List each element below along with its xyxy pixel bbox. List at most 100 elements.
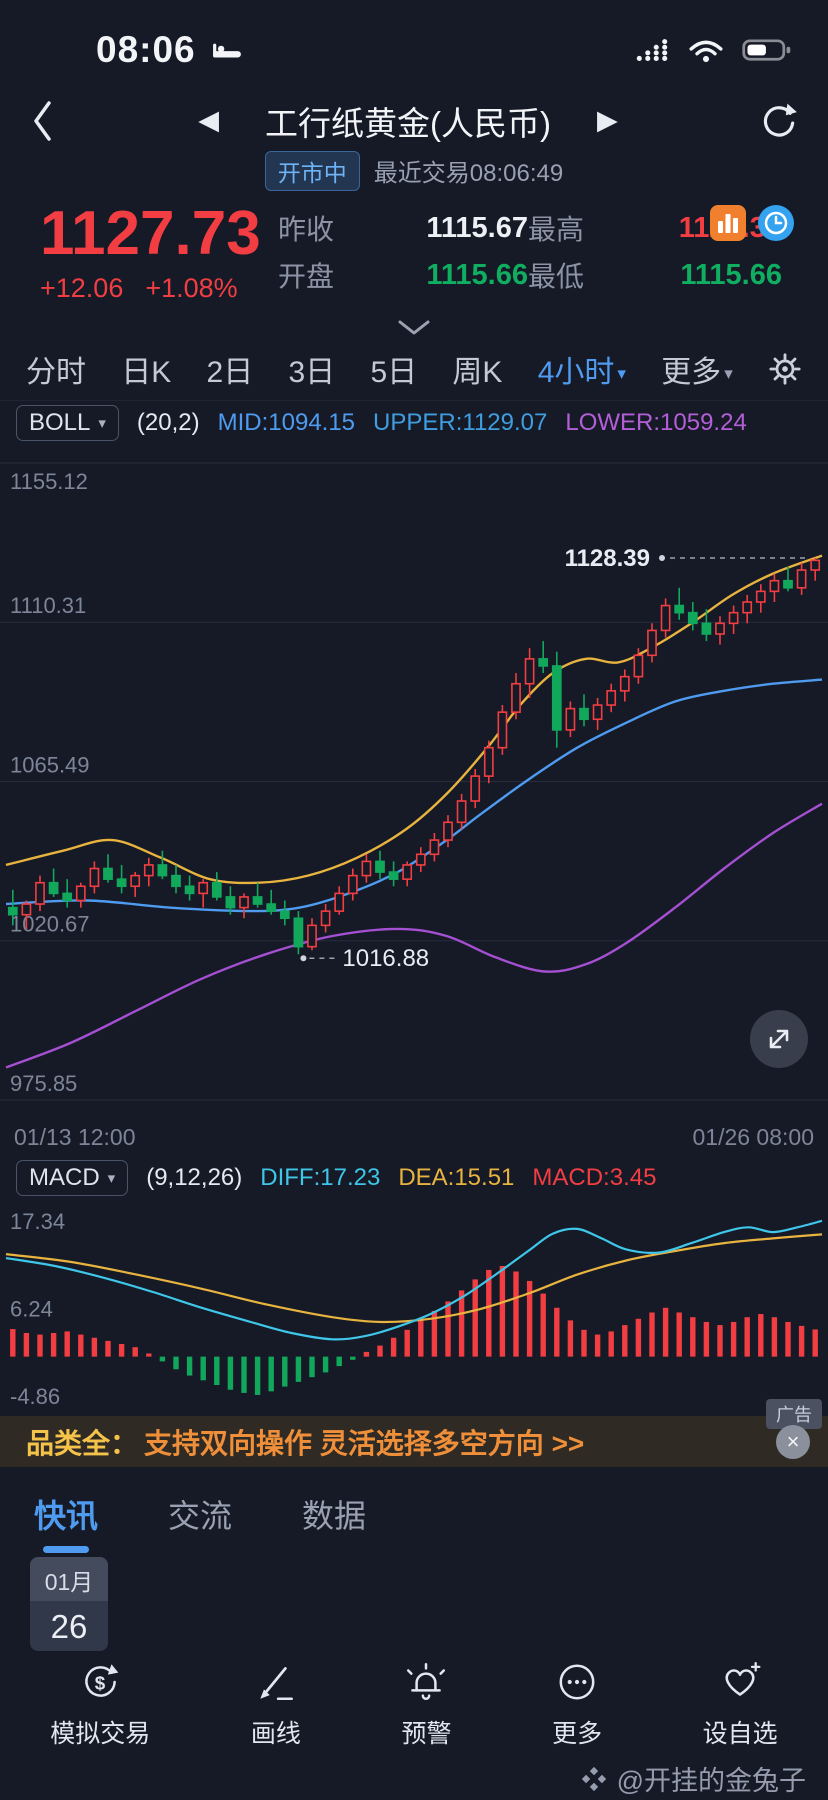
x-axis-end-label: 01/26 08:00	[692, 1123, 814, 1150]
title-group: ◀ 工行纸黄金(人民币) ▶	[58, 97, 758, 145]
bedtime-icon	[212, 43, 241, 58]
price-change: +12.06 +1.08%	[40, 273, 278, 304]
open-value: 1115.66	[426, 258, 528, 291]
toolbar-add-watchlist[interactable]: 设自选	[703, 1659, 778, 1750]
header: ◀ 工行纸黄金(人民币) ▶	[0, 90, 828, 151]
cellular-signal-icon	[636, 39, 668, 62]
quote-grid: 昨收 1115.67 最高 1128.39 开盘 1115.66 最低 1115…	[278, 205, 798, 338]
tab-timeline[interactable]: 分时	[26, 355, 86, 389]
boll-params: (20,2)	[136, 408, 200, 436]
ad-banner[interactable]: 品类全： 支持双向操作 灵活选择多空方向 >> 广告 ×	[0, 1399, 828, 1468]
news-date-chip: 01月 26	[30, 1557, 108, 1652]
status-time: 08:06	[96, 29, 196, 71]
chevron-down-icon: ▾	[98, 414, 106, 432]
last-price: 1127.73	[40, 198, 261, 268]
prev-instrument-icon[interactable]: ◀	[198, 105, 219, 136]
expand-icon	[769, 1029, 789, 1049]
clock-icon[interactable]	[758, 204, 794, 241]
quote-main: 1127.73 +12.06 +1.08%	[40, 198, 278, 338]
change-value: +12.06	[40, 272, 124, 303]
promo-icons	[710, 204, 794, 241]
macd-chart[interactable]: 17.34 6.24 -4.86	[0, 1200, 828, 1410]
macd-indicator-row: MACD ▾ (9,12,26) DIFF:17.23 DEA:15.51 MAC…	[0, 1156, 828, 1200]
tab-news-flash[interactable]: 快讯	[34, 1491, 98, 1554]
tab-5day[interactable]: 5日	[370, 355, 418, 389]
refresh-button[interactable]	[758, 100, 800, 142]
svg-text:-4.86: -4.86	[10, 1384, 60, 1409]
svg-text:1155.12: 1155.12	[10, 469, 88, 494]
gear-icon	[769, 353, 801, 385]
ad-close-button[interactable]: ×	[776, 1424, 810, 1459]
macd-macd-value: MACD:3.45	[532, 1164, 657, 1192]
tab-daily[interactable]: 日K	[121, 355, 172, 389]
open-label: 开盘	[278, 261, 335, 293]
tab-more[interactable]: 更多 ▾	[661, 355, 733, 389]
bottom-toolbar: $ 模拟交易 画线 预警 更多	[0, 1651, 828, 1757]
toolbar-simulate-trade[interactable]: $ 模拟交易	[50, 1659, 150, 1750]
svg-text:975.85: 975.85	[10, 1071, 77, 1096]
chart-settings-button[interactable]	[768, 352, 802, 386]
status-right	[634, 37, 792, 63]
macd-selector[interactable]: MACD ▾	[16, 1160, 129, 1197]
ad-text: 支持双向操作 灵活选择多空方向 >>	[144, 1427, 585, 1459]
alert-icon	[407, 1663, 446, 1700]
tab-2day[interactable]: 2日	[206, 355, 254, 389]
x-axis-labels: 01/13 12:00 01/26 08:00	[0, 1118, 828, 1156]
watermark-text: @开挂的金兔子	[616, 1766, 806, 1797]
chevron-down-icon: ▾	[107, 1170, 116, 1188]
watermark: @开挂的金兔子	[0, 1757, 828, 1800]
next-instrument-icon[interactable]: ▶	[596, 105, 618, 136]
date-month: 01月	[30, 1557, 108, 1602]
svg-text:6.24: 6.24	[10, 1297, 53, 1322]
promo-icon-orange[interactable]	[710, 204, 746, 241]
boll-selector[interactable]: BOLL ▾	[16, 404, 119, 441]
macd-chart-svg: 17.34 6.24 -4.86	[5, 1209, 823, 1409]
page-title: 工行纸黄金(人民币)	[265, 104, 551, 142]
tab-4hour[interactable]: 4小时 ▾	[537, 355, 626, 389]
macd-diff-value: DIFF:17.23	[260, 1164, 381, 1192]
low-label: 最低	[528, 261, 585, 293]
boll-mid-value: MID:1094.15	[217, 408, 356, 436]
news-tab-bar: 快讯 交流 数据	[0, 1467, 828, 1554]
battery-icon	[742, 39, 791, 61]
last-trade-time: 最近交易08:06:49	[373, 160, 564, 188]
period-tab-bar: 分时 日K 2日 3日 5日 周K 4小时 ▾ 更多 ▾	[0, 338, 828, 401]
expand-chart-button[interactable]	[750, 1010, 808, 1069]
kline-chart-svg: 1155.12 1110.31 1065.49 1020.67 975.85 1128.3…	[0, 462, 828, 1101]
wifi-icon	[689, 40, 723, 63]
kline-chart[interactable]: 1155.12 1110.31 1065.49 1020.67 975.85 1128.3…	[0, 445, 828, 1118]
diamond-cluster-icon	[581, 1766, 606, 1791]
x-axis-start-label: 01/13 12:00	[14, 1123, 136, 1150]
svg-text:1128.39: 1128.39	[565, 545, 650, 572]
tab-weekly[interactable]: 周K	[452, 355, 503, 389]
market-status-badge: 开市中	[264, 150, 360, 191]
date-day: 26	[30, 1601, 108, 1652]
low-value: 1115.66	[680, 258, 782, 291]
macd-dea-value: DEA:15.51	[398, 1164, 515, 1192]
svg-text:1110.31: 1110.31	[10, 593, 86, 618]
tab-data[interactable]: 数据	[302, 1498, 367, 1535]
svg-text:17.34: 17.34	[10, 1209, 65, 1234]
more-icon	[559, 1664, 595, 1700]
toolbar-more[interactable]: 更多	[552, 1659, 602, 1750]
chevron-down-icon: ▾	[724, 363, 733, 383]
ad-prefix-text: 品类全：	[26, 1427, 139, 1459]
boll-lower-value: LOWER:1059.24	[565, 408, 747, 436]
toolbar-alert[interactable]: 预警	[401, 1659, 451, 1750]
header-sub-row: 开市中 最近交易08:06:49	[0, 150, 828, 191]
high-label: 最高	[528, 214, 585, 246]
status-left: 08:06	[96, 29, 242, 71]
macd-params: (9,12,26)	[146, 1164, 243, 1192]
collapse-quote-button[interactable]	[395, 318, 433, 338]
tab-discussion[interactable]: 交流	[168, 1498, 233, 1535]
draw-line-icon	[260, 1667, 293, 1701]
boll-upper-value: UPPER:1129.07	[373, 408, 548, 436]
svg-text:$: $	[95, 1672, 106, 1693]
quote-panel: 1127.73 +12.06 +1.08% 昨收 1115.67 最高 1128…	[0, 191, 828, 338]
back-button[interactable]	[28, 97, 58, 145]
toolbar-draw-line[interactable]: 画线	[251, 1659, 301, 1750]
tab-3day[interactable]: 3日	[288, 355, 336, 389]
simulate-trade-icon: $	[85, 1664, 119, 1697]
ad-tag: 广告	[766, 1399, 822, 1430]
prev-close-label: 昨收	[278, 214, 335, 246]
